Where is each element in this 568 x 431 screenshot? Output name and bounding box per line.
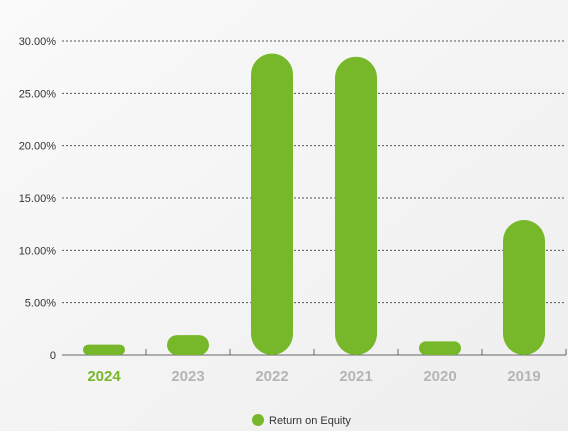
- bar-2022: [251, 53, 293, 356]
- bar-2024: [83, 344, 125, 355]
- x-axis-labels: 2024 2023 2022 2021 2020 2019: [87, 368, 540, 385]
- y-tick-label: 5.00%: [25, 298, 56, 310]
- y-tick-label: 20.00%: [19, 141, 57, 153]
- x-category-label-2024: 2024: [87, 368, 121, 385]
- legend-label: Return on Equity: [269, 415, 351, 427]
- y-tick-label: 0: [50, 350, 56, 362]
- x-axis-ticks: [145, 349, 567, 355]
- y-tick-label: 10.00%: [19, 245, 57, 257]
- y-tick-label: 25.00%: [19, 88, 57, 100]
- y-tick-label: 15.00%: [19, 193, 57, 205]
- bars: [83, 53, 545, 356]
- y-tick-label: 30.00%: [19, 36, 57, 48]
- x-category-label-2022: 2022: [255, 368, 288, 385]
- x-category-label-2021: 2021: [339, 368, 372, 385]
- x-category-label-2020: 2020: [423, 368, 456, 385]
- y-axis-ticks: 0 5.00% 10.00% 15.00% 20.00% 25.00% 30.00%: [19, 36, 57, 362]
- bar-2021: [335, 56, 377, 355]
- legend-marker: [252, 414, 264, 426]
- bar-2019: [503, 219, 545, 355]
- x-category-label-2019: 2019: [507, 368, 540, 385]
- legend: Return on Equity: [252, 414, 351, 427]
- x-category-label-2023: 2023: [171, 368, 204, 385]
- bar-2020: [419, 341, 461, 355]
- gridlines: [62, 40, 566, 304]
- bar-2023: [167, 335, 209, 355]
